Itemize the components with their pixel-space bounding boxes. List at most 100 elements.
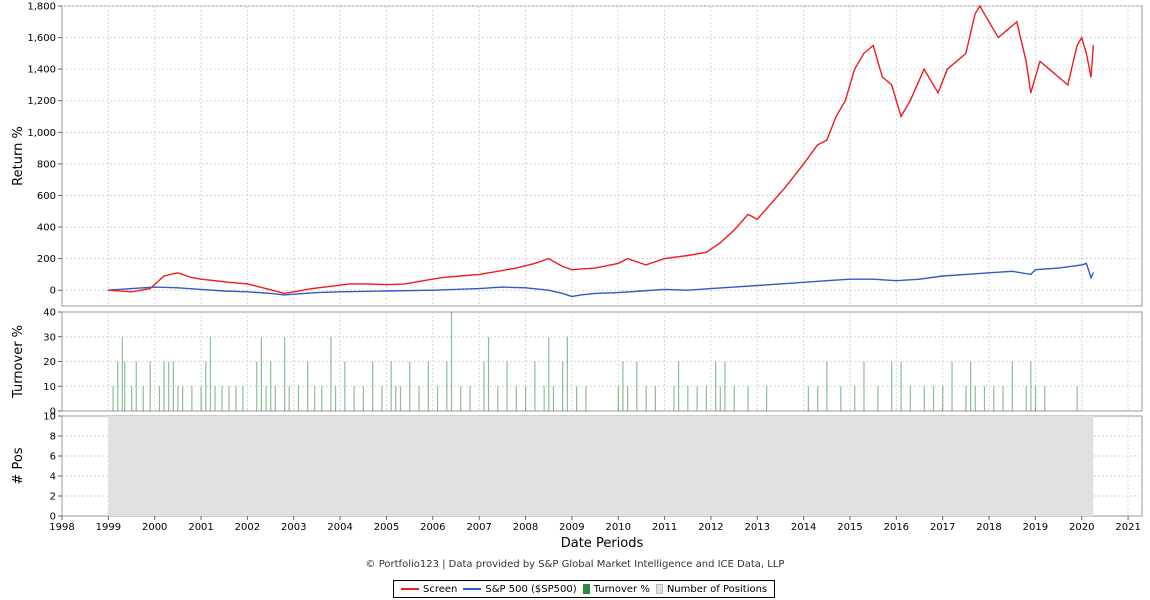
return-panel: 0 200 400 600 800 1,000 1,200 1,400 1,600 1,800 Re… — [11, 2, 1143, 307]
series-point-screen — [1006, 29, 1009, 31]
series-point-sp500 — [779, 283, 782, 285]
series-point-screen — [663, 258, 666, 260]
series-point-sp500 — [803, 281, 805, 283]
series-point-sp500 — [200, 288, 202, 291]
turnover-bar — [932, 386, 935, 411]
series-point-sp500 — [663, 288, 666, 291]
turnover-bar — [131, 386, 133, 411]
turnover-bar — [942, 386, 944, 411]
x-tick-label: 2009 — [559, 522, 584, 533]
x-tick-label: 2017 — [930, 522, 955, 533]
series-point-screen — [515, 267, 517, 269]
series-point-screen — [283, 292, 286, 294]
turnover-bar — [909, 386, 911, 411]
turnover-bar — [168, 361, 170, 411]
turnover-bar — [497, 386, 499, 411]
turnover-bar — [969, 361, 972, 411]
series-point-screen — [348, 283, 350, 285]
turnover-bar — [1030, 361, 1032, 411]
series-point-screen — [979, 5, 981, 7]
series-point-screen — [826, 139, 828, 141]
series-point-screen — [881, 76, 884, 78]
turnover-bar — [566, 336, 568, 411]
turnover-bar — [450, 312, 453, 411]
series-point-screen — [617, 262, 619, 264]
series-point-screen — [988, 21, 990, 23]
turnover-bar — [344, 361, 346, 411]
series-point-screen — [900, 115, 902, 118]
series-point-screen — [311, 288, 313, 290]
turnover-bar — [121, 336, 123, 411]
series-point-screen — [816, 144, 819, 146]
turnover-bar — [487, 336, 490, 411]
turnover-bar — [149, 361, 151, 411]
turnover-bar — [469, 386, 471, 411]
x-tick-label: 2010 — [605, 522, 630, 533]
turnover-bar — [585, 386, 587, 411]
turnover-bar — [552, 386, 555, 411]
turnover-bar — [715, 361, 717, 411]
turnover-bar — [330, 336, 332, 411]
turnover-bar — [214, 386, 216, 411]
legend-item-turnover: Turnover % — [582, 584, 650, 595]
series-point-sp500 — [710, 288, 712, 290]
series-point-screen — [422, 280, 425, 282]
turnover-bar — [826, 361, 828, 411]
series-point-sp500 — [293, 293, 295, 295]
series-point-screen — [719, 242, 721, 244]
turnover-bar — [645, 386, 647, 411]
series-point-screen — [497, 270, 499, 272]
series-point-sp500 — [1057, 267, 1060, 269]
y-tick-label: 4 — [50, 472, 56, 483]
x-tick-label: 2014 — [791, 522, 816, 533]
series-point-screen — [149, 288, 151, 290]
series-point-screen — [645, 264, 647, 266]
series-point-screen — [803, 163, 805, 165]
series-point-screen — [1030, 92, 1032, 94]
x-tick-label: 2008 — [513, 522, 538, 533]
series-point-screen — [1016, 21, 1018, 23]
series-point-screen — [548, 258, 550, 260]
positions-area — [108, 416, 1094, 516]
series-point-sp500 — [154, 286, 156, 288]
turnover-bar — [321, 386, 323, 411]
y-tick-label: 10 — [43, 412, 56, 423]
turnover-bar — [483, 361, 485, 411]
turnover-bar — [270, 361, 272, 411]
series-point-screen — [163, 275, 165, 277]
series-point-screen — [891, 84, 893, 86]
turnover-bar — [399, 386, 402, 411]
series-point-screen — [330, 285, 332, 287]
turnover-bar — [965, 386, 967, 411]
series-point-screen — [756, 218, 758, 220]
x-tick-label: 2000 — [142, 522, 167, 533]
turnover-bar — [172, 361, 174, 411]
turnover-bar — [687, 386, 689, 411]
turnover-bar — [1002, 386, 1004, 411]
series-point-screen — [1076, 44, 1078, 47]
y-tick-label: 1,800 — [27, 2, 56, 13]
x-tick-label: 2020 — [1069, 522, 1094, 533]
turnover-bar — [334, 386, 337, 411]
series-point-screen — [1085, 52, 1087, 54]
turnover-bar — [228, 386, 230, 411]
turnover-bar — [1025, 386, 1027, 411]
legend-label-screen: Screen — [423, 583, 458, 595]
legend-swatch-positions — [655, 584, 663, 594]
turnover-bar — [182, 386, 184, 411]
plot-frame — [61, 5, 1143, 307]
series-point-screen — [177, 272, 179, 274]
x-tick-label: 2013 — [745, 522, 770, 533]
series-point-screen — [784, 186, 786, 189]
turnover-bar — [390, 361, 392, 411]
turnover-bar — [124, 361, 126, 411]
y-tick-label: 8 — [50, 432, 56, 443]
series-point-screen — [571, 269, 573, 271]
turnover-bar — [654, 386, 657, 411]
turnover-panel: 0 10 20 30 40 Turnover % — [11, 308, 1143, 418]
turnover-bar — [840, 386, 842, 411]
series-point-screen — [997, 36, 999, 39]
turnover-bar — [923, 386, 925, 411]
turnover-bar — [863, 361, 865, 411]
series-point-screen — [770, 202, 772, 204]
